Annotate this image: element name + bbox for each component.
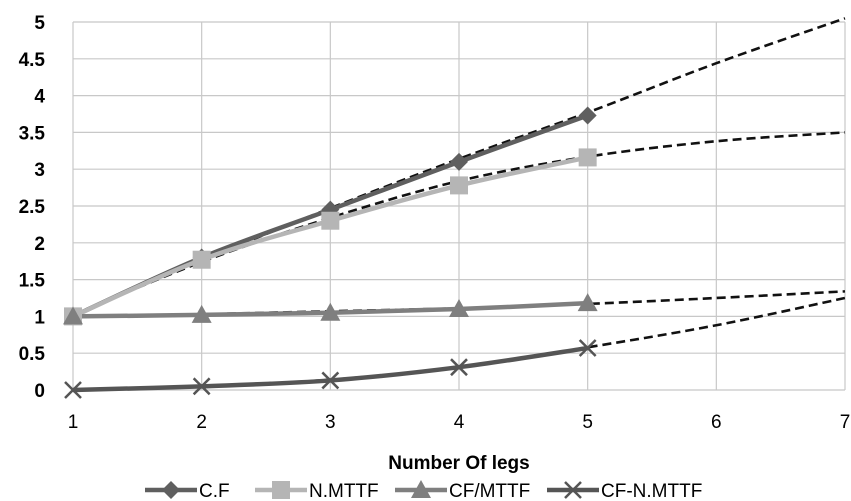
legend-label-cf-mttf: CF/MTTF [449,481,530,501]
legend-item-c-f: C.F [145,481,230,501]
legend-marker-cf-mttf [411,480,431,498]
y-tick-label: 2.5 [19,197,46,218]
grid [72,21,846,391]
marker-cf-mttf [63,306,83,325]
x-tick-label: 7 [840,412,851,433]
marker-cf-mttf [191,304,212,323]
marker-cf-n-mttf [64,381,82,399]
x-tick-label: 6 [711,412,722,433]
marker-cf-mttf [577,293,598,312]
marker-cf-mttf [320,302,341,321]
y-tick-labels: 0 0.5 1 1.5 2 2.5 3 3.5 4 4.5 5 [19,13,46,402]
y-tick-label: 1.5 [19,271,46,292]
marker-n-mttf [578,148,597,167]
marker-c-f [578,106,597,125]
legend-marker-n-mttf [272,481,290,499]
legend-item-cf-n-mttf: CF-N.MTTF [547,481,702,501]
x-axis-title: Number Of legs [388,453,529,474]
x-tick-label: 5 [582,412,593,433]
legend-marker-c-f [162,481,180,499]
y-tick-label: 3.5 [19,123,46,144]
marker-cf-mttf [449,299,469,318]
data-markers [63,106,598,399]
x-tick-label: 4 [454,412,465,433]
legend-marker-cf-n-mttf [564,481,582,499]
marker-n-mttf [321,211,340,230]
marker-cf-n-mttf [450,358,468,377]
marker-cf-n-mttf [192,377,211,396]
legend-item-n-mttf: N.MTTF [255,481,379,501]
legend: C.F N.MTTF CF/MTTF CF-N.MTTF [145,480,702,501]
legend-label-c-f: C.F [199,481,230,501]
x-tick-label: 1 [68,412,79,433]
marker-c-f [450,152,468,171]
x-tick-label: 3 [325,412,336,433]
y-tick-label: 0.5 [19,344,46,365]
legend-label-cf-n-mttf: CF-N.MTTF [601,481,702,501]
y-tick-label: 2 [34,234,45,255]
marker-cf-n-mttf [321,371,340,390]
x-tick-label: 2 [196,412,207,433]
y-tick-label: 0 [34,381,45,402]
legend-label-n-mttf: N.MTTF [309,481,379,501]
marker-cf-n-mttf [578,339,597,357]
x-tick-labels: 1 2 3 4 5 6 7 [68,412,851,433]
y-tick-label: 1 [34,307,45,328]
y-tick-label: 3 [34,160,45,181]
y-tick-label: 4.5 [19,50,46,71]
legend-item-cf-mttf: CF/MTTF [395,480,530,501]
y-tick-label: 4 [34,87,45,108]
marker-n-mttf [450,176,468,195]
y-tick-label: 5 [34,13,45,34]
marker-n-mttf [192,250,211,269]
trendline-c-f [72,17,846,317]
